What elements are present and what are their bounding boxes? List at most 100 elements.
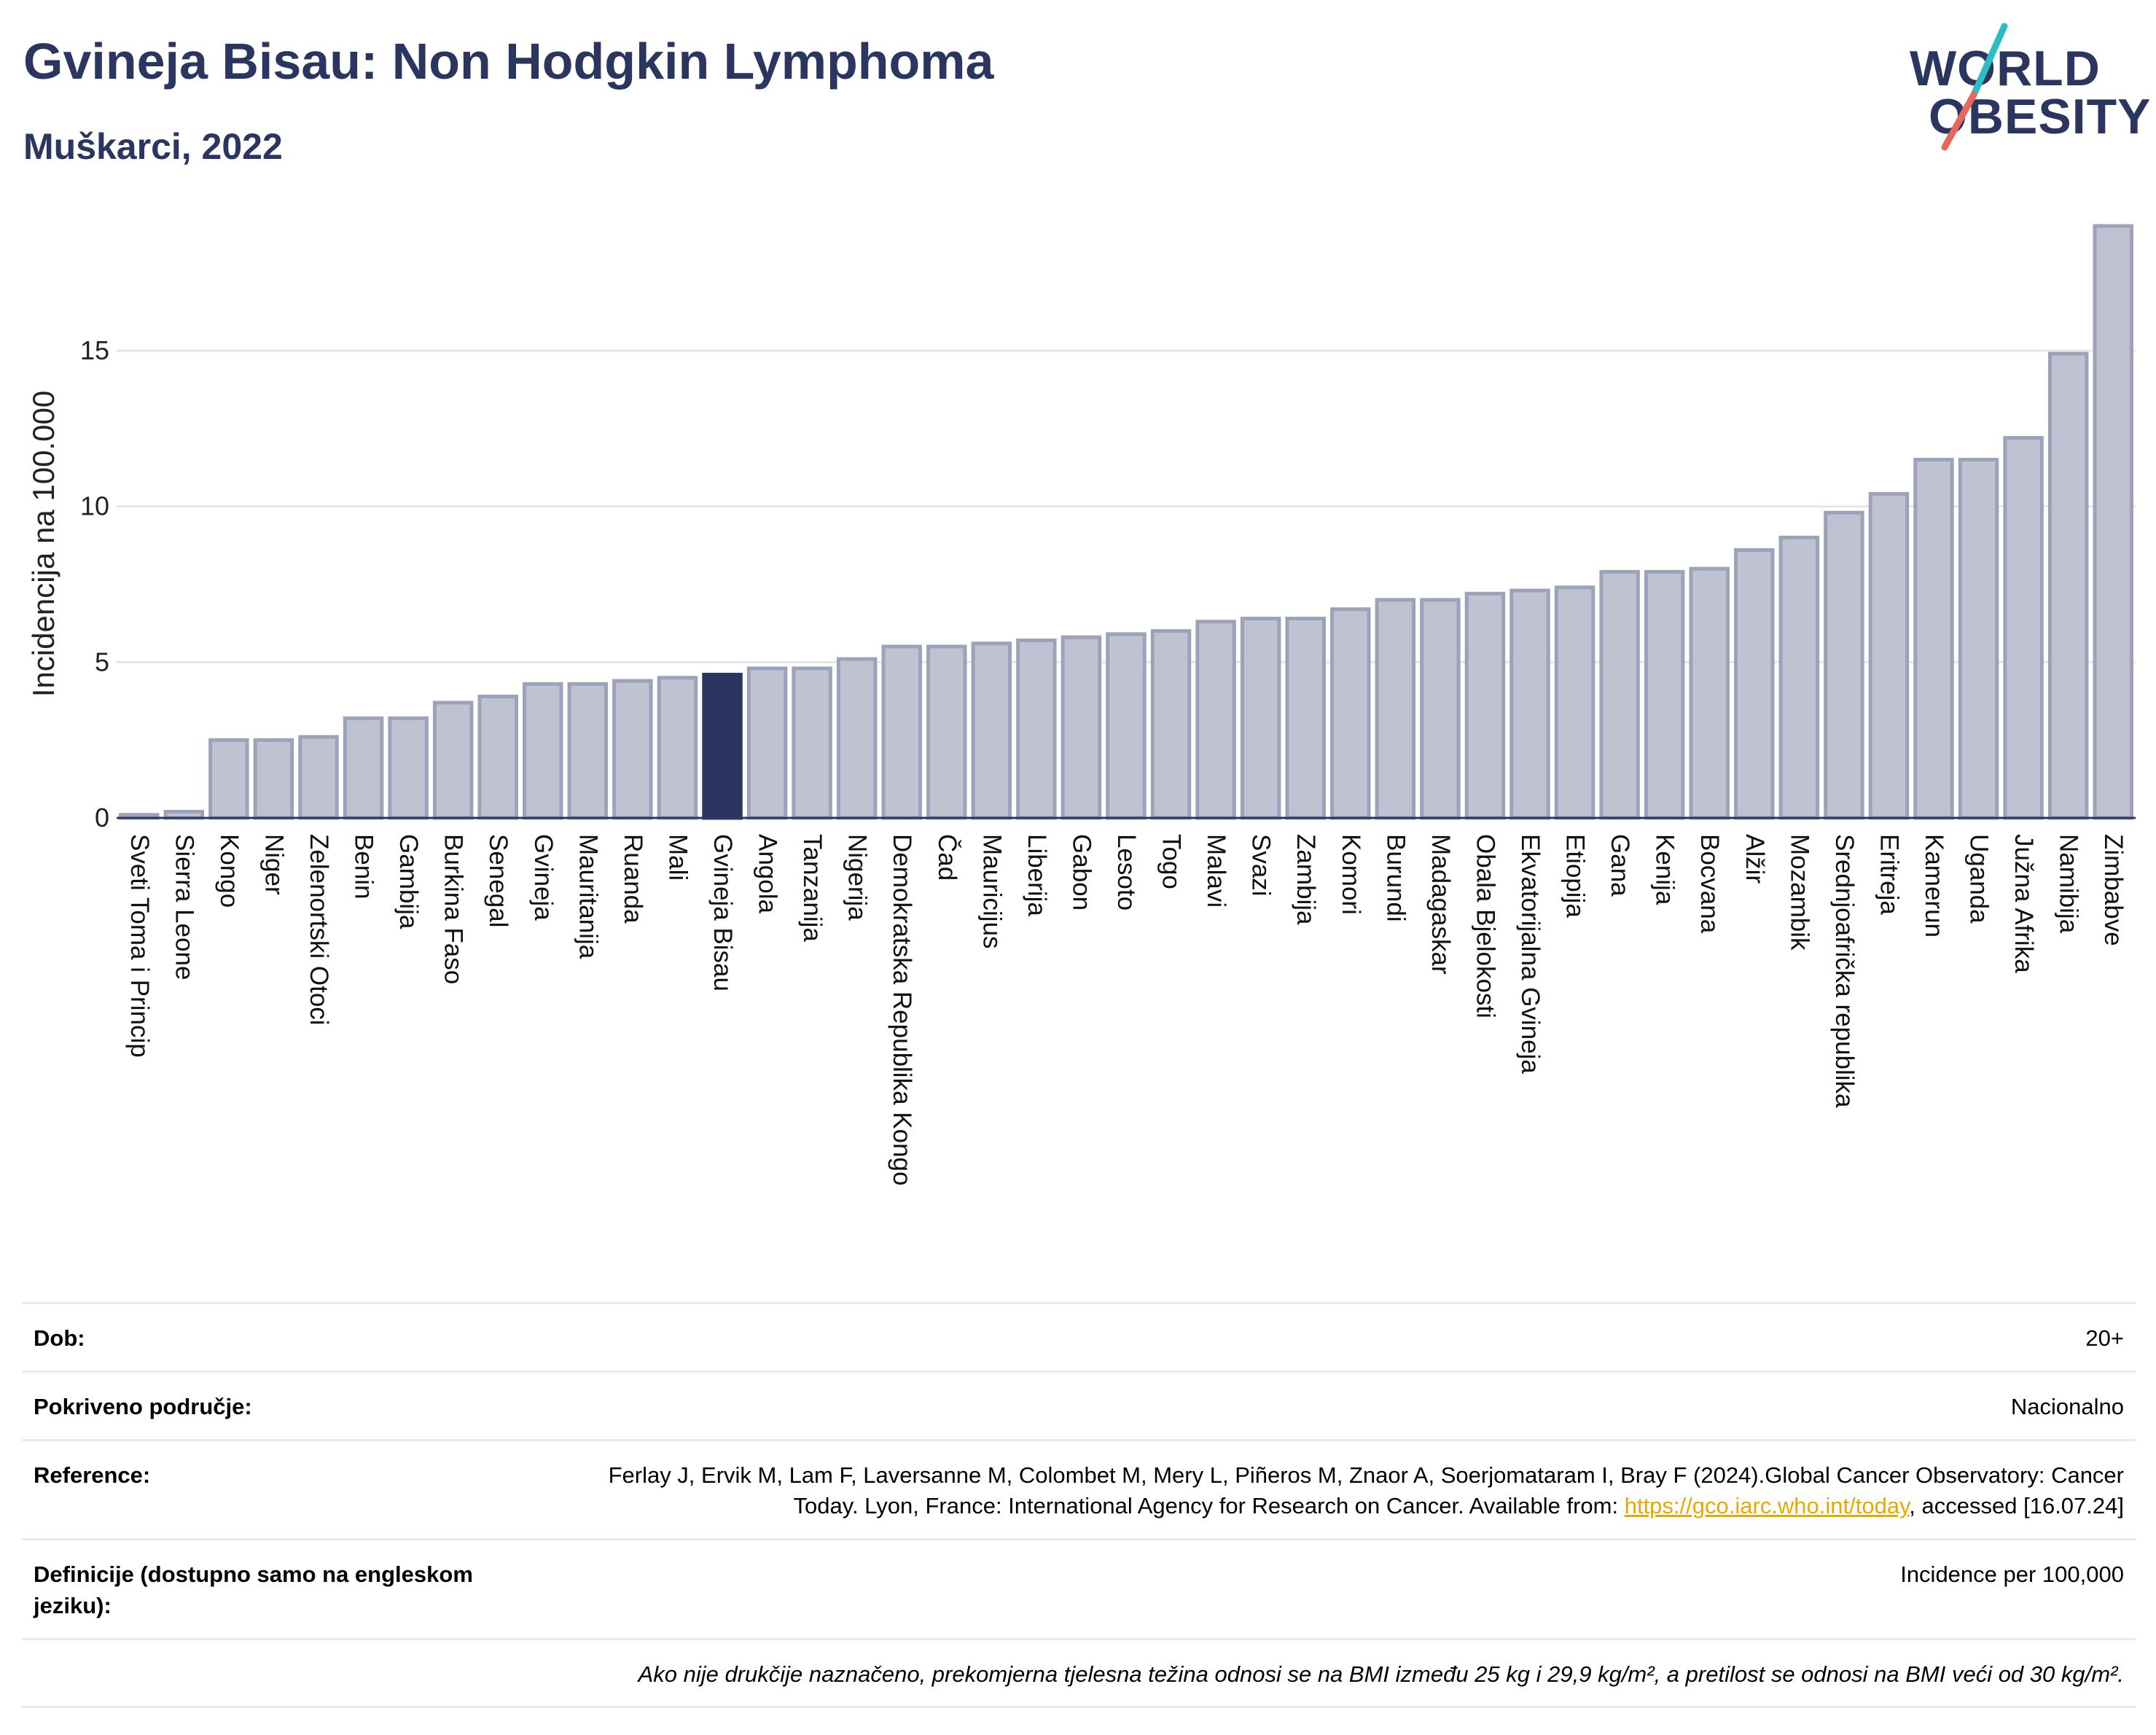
x-tick-label: Liberija bbox=[1023, 834, 1051, 916]
x-tick-label: Etiopija bbox=[1561, 834, 1590, 918]
x-tick-label: Bocvana bbox=[1695, 834, 1724, 934]
bar bbox=[1464, 591, 1506, 820]
x-tick-label: Južna Afrika bbox=[2009, 834, 2038, 973]
bars bbox=[119, 224, 2133, 820]
metadata-table: Dob: 20+ Pokriveno područje: Nacionalno … bbox=[22, 1302, 2136, 1709]
x-tick-label: Angola bbox=[754, 834, 782, 914]
logo-slash-icon bbox=[1941, 23, 2008, 151]
bar bbox=[971, 642, 1012, 820]
x-tick-label: Gvineja Bisau bbox=[708, 834, 737, 991]
x-tick-label: Mauricijus bbox=[977, 834, 1006, 949]
x-tick-label: Kongo bbox=[215, 834, 243, 908]
x-tick-label: Čad bbox=[933, 834, 961, 881]
bmi-note: Ako nije drukčije naznačeno, prekomjerna… bbox=[638, 1661, 2124, 1687]
x-tick-label: Nigerija bbox=[843, 834, 872, 921]
x-tick-label: Lesoto bbox=[1112, 834, 1141, 911]
bar bbox=[1330, 607, 1371, 820]
bar bbox=[792, 666, 832, 820]
x-tick-label: Demokratska Republika Kongo bbox=[888, 834, 916, 1185]
x-tick-label: Benin bbox=[350, 834, 378, 900]
y-tick-label: 15 bbox=[80, 335, 109, 365]
x-tick-label: Srednjoafrička republika bbox=[1830, 834, 1859, 1108]
bar bbox=[926, 644, 967, 820]
reference-text: Ferlay J, Ervik M, Lam F, Laversanne M, … bbox=[608, 1462, 2124, 1519]
bar bbox=[1644, 569, 1685, 820]
x-tick-label: Senegal bbox=[484, 834, 512, 927]
bar bbox=[1913, 458, 1954, 820]
bar bbox=[523, 682, 563, 820]
x-tick-label: Togo bbox=[1157, 834, 1186, 889]
x-tick-label: Ruanda bbox=[619, 834, 647, 924]
bar bbox=[1554, 585, 1595, 820]
bar bbox=[1285, 616, 1326, 820]
age-row: Dob: 20+ bbox=[22, 1302, 2136, 1371]
x-tick-label: Ekvatorijalna Gvineja bbox=[1516, 834, 1544, 1074]
logo-line-2: OBESITY bbox=[1929, 89, 2152, 144]
x-tick-label: Kamerun bbox=[1920, 834, 1948, 937]
bar bbox=[1150, 629, 1192, 820]
bar bbox=[657, 676, 698, 820]
bar bbox=[1824, 510, 1864, 820]
bar bbox=[1599, 569, 1640, 820]
x-tick-label: Kenija bbox=[1651, 834, 1679, 905]
bar bbox=[1106, 632, 1147, 820]
bar bbox=[1195, 620, 1236, 820]
y-tick-label: 10 bbox=[80, 491, 109, 521]
bar bbox=[1868, 492, 1910, 820]
x-tick-label: Burkina Faso bbox=[440, 834, 468, 984]
reference-label: Reference: bbox=[34, 1462, 151, 1488]
reference-link[interactable]: https://gco.iarc.who.int/today bbox=[1624, 1493, 1910, 1519]
bar bbox=[1958, 458, 1999, 820]
x-tick-label: Mali bbox=[663, 834, 692, 881]
y-axis-title: Incidencija na 100.000 bbox=[26, 391, 60, 697]
age-label: Dob: bbox=[34, 1325, 85, 1351]
bar bbox=[208, 738, 249, 820]
bar bbox=[2047, 351, 2089, 820]
bar bbox=[1778, 535, 1820, 820]
coverage-label: Pokriveno područje: bbox=[34, 1393, 252, 1419]
x-tick-label: Mozambik bbox=[1785, 834, 1813, 951]
bar-chart: 0 5 10 15 Sveti Toma i Princip Sierra Leone K… bbox=[26, 224, 2136, 1185]
bar bbox=[432, 701, 474, 820]
definitions-value: Incidence per 100,000 bbox=[1900, 1562, 2124, 1588]
bar bbox=[388, 716, 429, 820]
x-tick-label: Gvineja bbox=[529, 834, 558, 921]
bar bbox=[836, 657, 878, 820]
x-tick-label: Komori bbox=[1337, 834, 1365, 915]
bar bbox=[1509, 588, 1550, 820]
x-tick-label: Gana bbox=[1606, 834, 1634, 897]
bar bbox=[1240, 616, 1281, 820]
y-tick-label: 5 bbox=[95, 647, 109, 677]
bar bbox=[1016, 638, 1057, 820]
reference-value: Ferlay J, Ervik M, Lam F, Laversanne M, … bbox=[558, 1460, 2124, 1523]
world-obesity-logo: WORLD OBESITY bbox=[1895, 22, 2151, 153]
x-tick-label: Sierra Leone bbox=[170, 834, 198, 980]
bar bbox=[2003, 436, 2044, 820]
x-tick-label: Uganda bbox=[1965, 834, 1993, 924]
chart-title: Gvineja Bisau: Non Hodgkin Lymphoma bbox=[23, 33, 994, 90]
logo-line-1: WORLD bbox=[1910, 41, 2101, 96]
bar bbox=[298, 735, 339, 820]
bar bbox=[1420, 598, 1461, 820]
x-tick-label: Malavi bbox=[1202, 834, 1230, 908]
reference-accessed: , accessed [16.07.24] bbox=[1909, 1493, 2124, 1519]
bar bbox=[612, 679, 653, 820]
x-tick-label: Obala Bjelokosti bbox=[1471, 834, 1499, 1018]
x-tick-label: Alžir bbox=[1741, 834, 1769, 884]
y-tick-labels: 0 5 10 15 bbox=[80, 335, 109, 833]
x-tick-label: Gambija bbox=[394, 834, 423, 929]
bar bbox=[1734, 547, 1775, 820]
bar bbox=[881, 644, 922, 820]
x-tick-label: Madagaskar bbox=[1426, 834, 1455, 975]
bar bbox=[477, 694, 518, 820]
note-row: Ako nije drukčije naznačeno, prekomjerna… bbox=[22, 1637, 2136, 1709]
definitions-label: Definicije (dostupno samo na engleskom j… bbox=[34, 1562, 473, 1618]
bar bbox=[746, 666, 788, 820]
bar bbox=[567, 682, 609, 820]
x-tick-label: Mauritanija bbox=[574, 834, 602, 959]
bar bbox=[2093, 224, 2133, 820]
coverage-value: Nacionalno bbox=[2010, 1393, 2124, 1419]
x-tick-label: Burundi bbox=[1381, 834, 1410, 922]
x-tick-label: Svazi bbox=[1247, 834, 1276, 897]
x-tick-label: Zelenortski Otoci bbox=[305, 834, 333, 1026]
